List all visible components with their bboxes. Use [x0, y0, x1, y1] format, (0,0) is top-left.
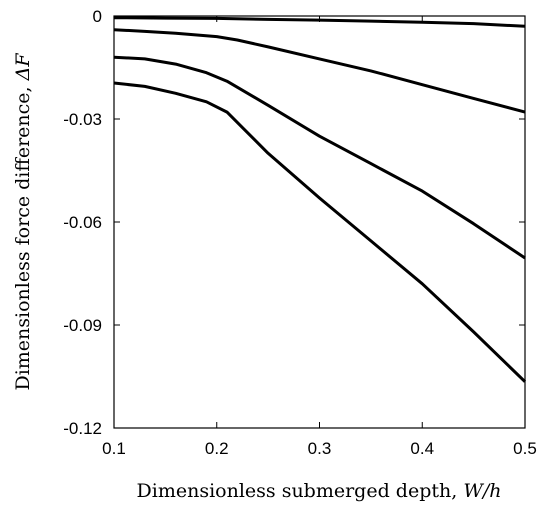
- x-axis-title-math: W/h: [463, 480, 501, 502]
- x-axis-title-text: Dimensionless submerged depth,: [137, 480, 464, 502]
- series-line-4: [113, 81, 527, 383]
- x-tick-label-5: 0.5: [513, 439, 537, 458]
- axes-frame: [113, 15, 526, 429]
- y-axis-title: Dimensionless force difference, ΔF: [12, 53, 34, 391]
- x-tick-label-4: 0.4: [410, 439, 434, 458]
- y-axis-title-text: Dimensionless force difference,: [12, 80, 34, 390]
- x-axis-title: Dimensionless submerged depth, W/h: [137, 480, 502, 502]
- series-line-3: [113, 55, 526, 260]
- series-group: [113, 16, 527, 383]
- x-tick-label-2: 0.2: [205, 439, 229, 458]
- y-tick-label-1: 0: [93, 7, 102, 26]
- plot-area: 0.1 0.2 0.3 0.4 0.5 0 -0.03 -0.06 -0.09 -0.12: [63, 7, 537, 458]
- y-tick-label-4: -0.09: [63, 316, 102, 335]
- x-tick-label-1: 0.1: [102, 439, 126, 458]
- ticks-group: 0.1 0.2 0.3 0.4 0.5 0 -0.03 -0.06 -0.09 -0.12: [63, 7, 537, 458]
- y-axis-title-math: ΔF: [12, 53, 34, 82]
- y-tick-label-5: -0.12: [63, 419, 102, 438]
- y-tick-label-2: -0.03: [63, 110, 102, 129]
- y-tick-label-3: -0.06: [63, 213, 102, 232]
- x-tick-label-3: 0.3: [308, 439, 332, 458]
- series-line-2: [113, 28, 526, 114]
